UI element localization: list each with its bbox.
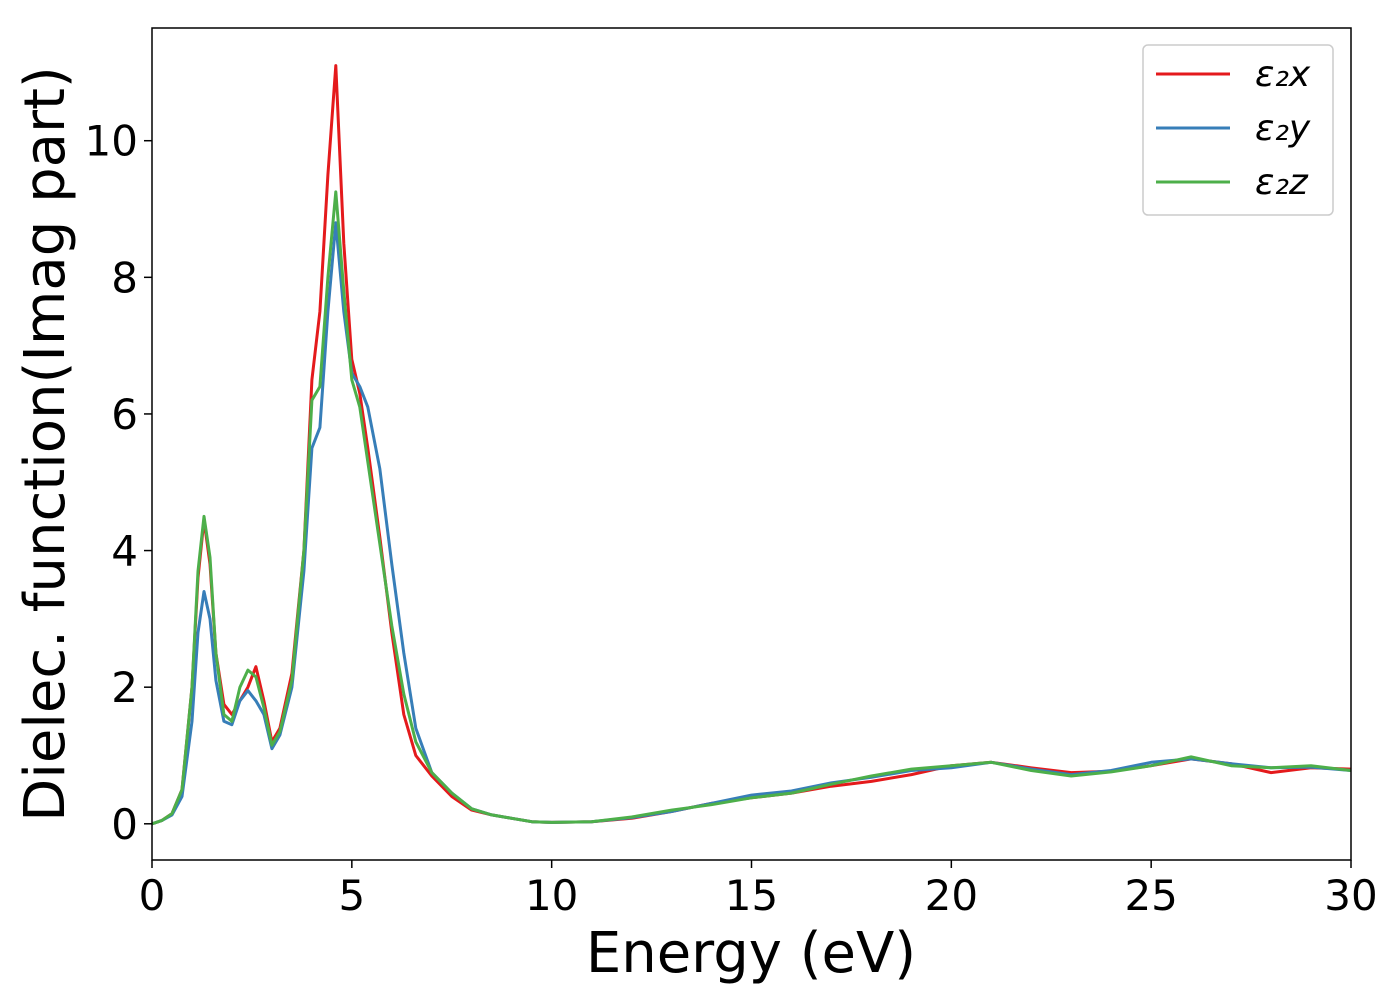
y-tick-label: 10 [85,117,138,166]
legend-label: ε₂x [1255,54,1311,95]
line-series [152,190,1351,826]
y-tick-label: 4 [111,527,138,576]
x-tick-label: 30 [1324,871,1377,920]
y-tick-label: 0 [111,800,138,849]
x-tick-label: 25 [1124,871,1177,920]
y-tick-label: 2 [111,663,138,712]
legend-box [1142,44,1334,216]
y-tick-label: 8 [111,253,138,302]
line-series [152,221,1351,826]
x-tick-label: 10 [525,871,578,920]
x-tick-label: 5 [338,871,365,920]
x-tick-label: 15 [725,871,778,920]
legend-label: ε₂y [1255,108,1311,149]
x-tick-label: 20 [925,871,978,920]
legend-label: ε₂z [1255,162,1309,203]
y-axis-label: Dielec. function(Imag part) [13,66,78,822]
plot-frame [151,27,1352,861]
y-tick-label: 6 [111,390,138,439]
x-axis-label: Energy (eV) [586,921,916,986]
x-tick-label: 0 [139,871,166,920]
